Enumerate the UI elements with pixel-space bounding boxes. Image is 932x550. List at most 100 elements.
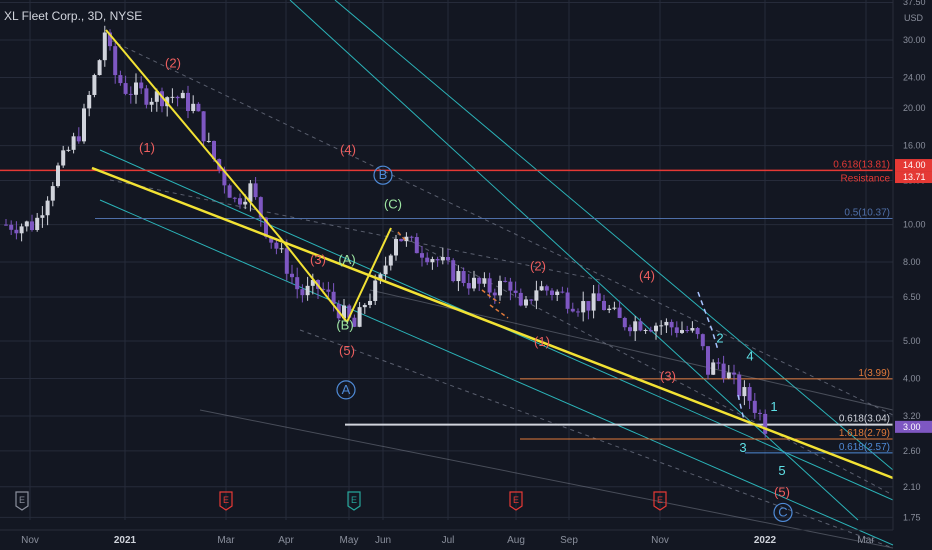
wave-label: B: [379, 167, 388, 182]
candle-body: [206, 140, 211, 142]
wave-label: (2): [530, 259, 546, 274]
candle-body: [758, 412, 762, 414]
candle-body: [721, 363, 726, 379]
candle-body: [108, 32, 112, 47]
candle-body: [425, 257, 430, 263]
candle-body: [35, 217, 40, 230]
x-tick-label: 2021: [114, 535, 137, 546]
wave-label: (1): [139, 140, 155, 155]
candle-body: [716, 362, 721, 364]
candle-body: [102, 32, 107, 61]
candle-body: [201, 111, 206, 142]
candle-body: [404, 236, 409, 242]
y-tick-label: 6.50: [903, 292, 921, 302]
candle-body: [586, 301, 591, 311]
candle-body: [591, 293, 596, 311]
candle-body: [550, 290, 554, 296]
candle-body: [9, 224, 14, 230]
candle-body: [607, 308, 612, 311]
earnings-marker-label: E: [351, 495, 357, 505]
candle-body: [472, 277, 476, 289]
price-badge-label: 3.00: [903, 422, 921, 432]
candle-body: [331, 291, 336, 305]
candle-body: [388, 255, 393, 266]
candle-body: [342, 305, 346, 319]
candle-body: [45, 200, 50, 216]
candle-body: [726, 372, 731, 379]
candle-body: [113, 46, 118, 76]
candle-body: [362, 304, 367, 308]
candle-body: [487, 278, 492, 293]
candle-body: [175, 96, 180, 99]
candle-body: [274, 242, 279, 249]
candle-body: [539, 286, 544, 291]
candle-body: [570, 308, 575, 312]
candle-body: [212, 140, 216, 160]
candle-body: [659, 325, 664, 327]
candle-body: [685, 330, 690, 332]
x-tick-label: Nov: [21, 535, 39, 546]
candle-body: [238, 198, 242, 205]
y-tick-label: 5.00: [903, 336, 921, 346]
wave-label: 4: [746, 349, 753, 364]
candle-body: [232, 197, 237, 199]
candle-body: [508, 281, 513, 291]
trend-line: [214, 159, 283, 241]
y-tick-label: 10.00: [903, 220, 926, 230]
candle-body: [622, 317, 627, 328]
price-badge-label: 13.71: [903, 172, 926, 182]
y-tick-label: 8.00: [903, 257, 921, 267]
level-label: 1.618(2.79): [839, 428, 890, 439]
candle-body: [383, 265, 388, 275]
candle-body: [300, 289, 305, 296]
candle-body: [565, 292, 570, 309]
level-label: 0.5(10.37): [844, 207, 890, 218]
price-badge: [895, 171, 932, 184]
y-tick-label: 30.00: [903, 35, 926, 45]
wave-label: 5: [778, 463, 785, 478]
y-tick-label: 3.20: [903, 411, 921, 421]
candle-body: [373, 280, 378, 301]
candle-body: [40, 215, 45, 218]
wave-label: (3): [660, 369, 676, 384]
price-badge: [895, 159, 932, 172]
candle-body: [186, 92, 190, 111]
candle-body: [394, 239, 398, 256]
x-tick-label: Mar: [217, 535, 235, 546]
level-label: 1(3.99): [858, 368, 890, 379]
earnings-marker: [219, 491, 233, 511]
fib-levels: 0.618(13.81) Resistance 0.5(10.37) 1(3.99) 0…: [0, 159, 893, 454]
trend-line: [281, 239, 348, 323]
wave-label-circle: [373, 165, 393, 185]
y-tick-label: 2.60: [903, 446, 921, 456]
candle-body: [139, 82, 144, 89]
candle-body: [61, 150, 66, 166]
candle-body: [253, 183, 258, 198]
wave-label: (C): [384, 197, 402, 212]
candle-body: [643, 329, 648, 331]
candle-body: [628, 327, 632, 332]
candle-body: [654, 325, 658, 332]
wave-label-circle: [773, 502, 793, 523]
earnings-marker-label: E: [513, 495, 519, 505]
chart-title: XL Fleet Corp., 3D, NYSE: [4, 9, 143, 23]
candle-body: [680, 330, 684, 333]
candle-body: [160, 91, 164, 107]
candle-body: [399, 239, 404, 242]
candle-body: [576, 311, 580, 313]
level-label: Resistance: [841, 174, 891, 185]
earnings-marker: [347, 491, 361, 511]
price-badge-label: 14.00: [903, 160, 926, 170]
candle-body: [222, 169, 227, 186]
dashed-wave-path: [737, 394, 745, 421]
candle-body: [14, 229, 19, 234]
candle-body: [695, 328, 700, 335]
candle-body: [440, 257, 445, 261]
wave-label: A: [342, 382, 351, 397]
trend-line: [105, 29, 216, 161]
wave-label: (4): [340, 142, 356, 157]
candle-body: [295, 277, 300, 290]
